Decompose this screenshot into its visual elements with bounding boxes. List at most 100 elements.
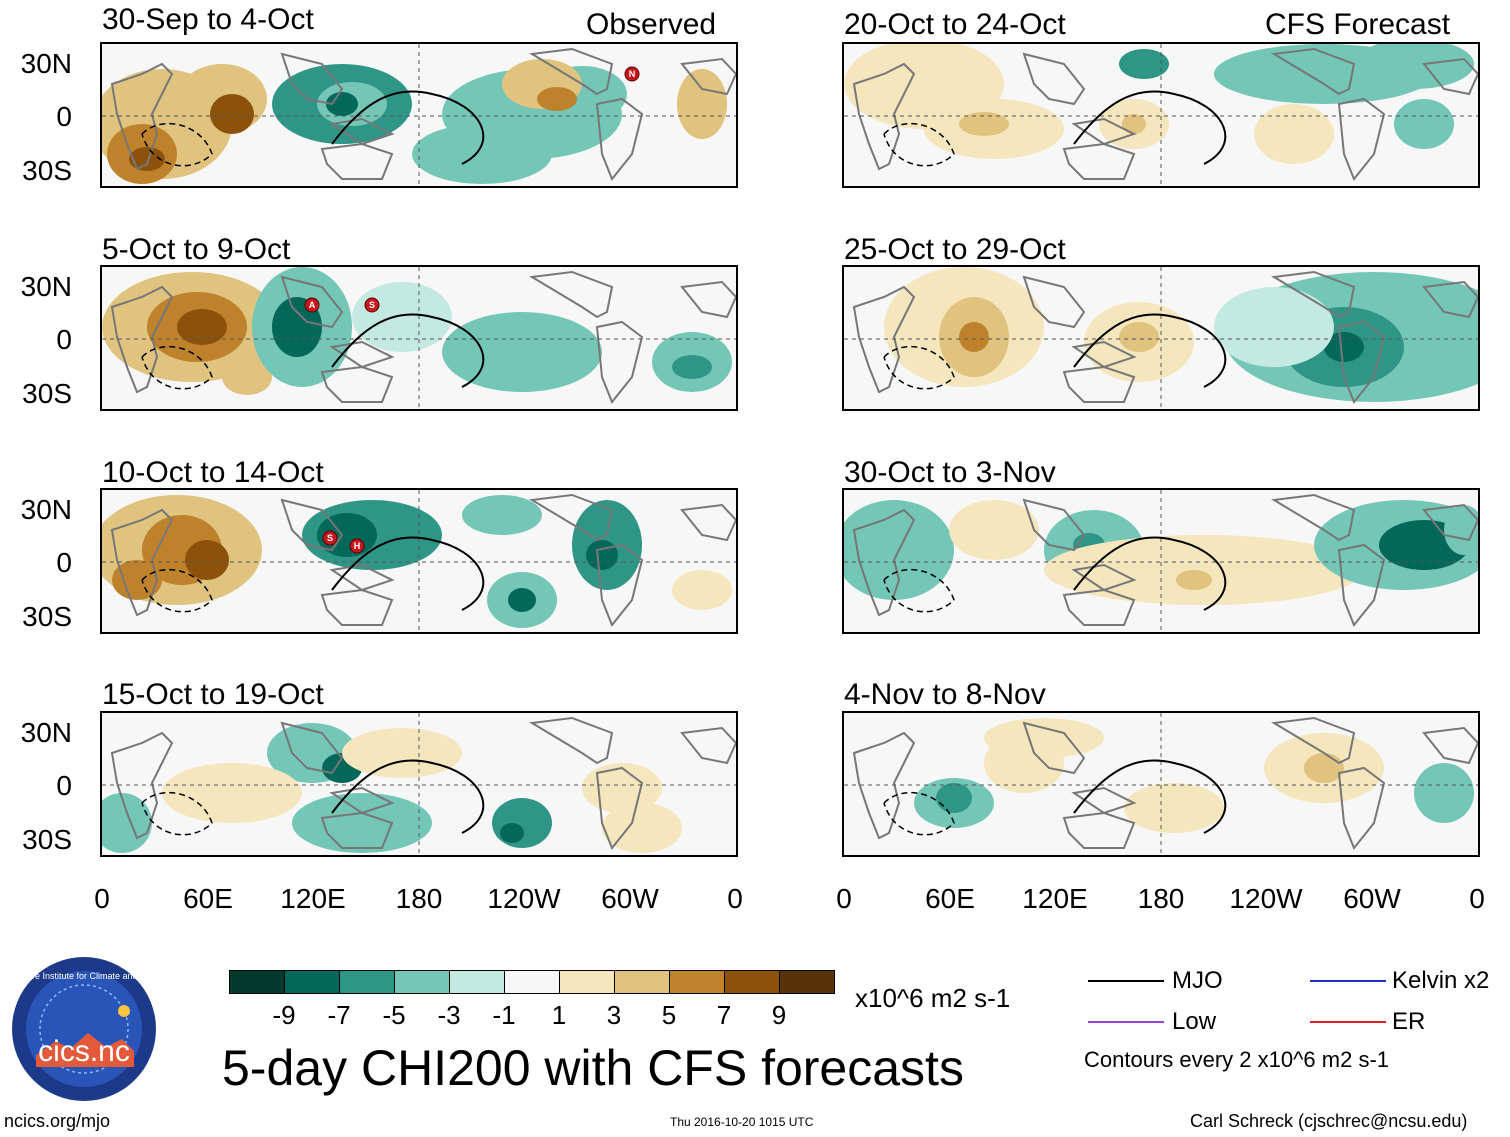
panel-label-obs-2: 5-Oct to 9-Oct	[102, 233, 291, 266]
anomaly-region	[162, 763, 302, 823]
storm-marker-letter: N	[629, 69, 636, 79]
coastline	[1022, 52, 1086, 106]
coastline	[1337, 766, 1386, 850]
map-panel-forecast-4	[842, 711, 1480, 857]
anomaly-region	[1444, 505, 1478, 555]
coastline	[680, 280, 736, 319]
cics-logo: cics.nc Cooperative Institute for Climat…	[0, 955, 177, 1103]
logo-text: cics.nc	[38, 1035, 130, 1068]
coastline	[852, 285, 916, 394]
anomaly-region	[342, 728, 462, 778]
lat-label-30s: 30S	[22, 378, 72, 409]
mjo-contour	[331, 536, 485, 611]
lat-label-30s: 30S	[22, 155, 72, 186]
panel-label-fcst-4: 4-Nov to 8-Nov	[844, 678, 1046, 711]
panel-label-obs-4: 15-Oct to 19-Oct	[102, 678, 324, 711]
mjo-contour	[331, 313, 485, 388]
coastline	[1422, 726, 1478, 765]
anomaly-region	[462, 495, 542, 535]
lon-label-left-60w: 60W	[601, 883, 659, 914]
lat-label-eq: 0	[56, 324, 72, 355]
anomaly-region	[1122, 114, 1146, 134]
coastline	[595, 766, 644, 850]
mjo-contour	[1073, 313, 1227, 388]
anomaly-region	[442, 312, 602, 392]
observed-label: Observed	[586, 8, 717, 41]
storm-marker: N	[624, 66, 640, 82]
coastline	[852, 62, 916, 171]
lon-label-left-60e: 60E	[183, 883, 233, 914]
anomaly-region	[177, 309, 227, 345]
map-field	[844, 44, 1478, 186]
lon-label-left-360: 0	[727, 883, 743, 914]
storm-marker-letter: H	[354, 541, 361, 551]
colorbar-units: x10^6 m2 s-1	[855, 983, 1011, 1013]
coastline	[1022, 498, 1086, 552]
coastline	[595, 543, 644, 627]
anomaly-region	[352, 282, 452, 352]
lon-label-right-60e: 60E	[925, 883, 975, 914]
colorbar-tick-label: -9	[272, 1000, 296, 1030]
anomaly-region	[222, 359, 272, 395]
coastline	[280, 498, 344, 552]
anomaly-region	[1414, 763, 1474, 823]
mjo-contour	[1073, 90, 1227, 165]
coastline	[110, 62, 174, 171]
map-field: SH	[102, 490, 736, 632]
coastline	[1062, 811, 1136, 849]
mjo-contour	[1073, 536, 1227, 611]
anomaly-region	[959, 322, 989, 352]
coastline	[595, 97, 644, 181]
colorbar-tick-label: 9	[771, 1000, 787, 1030]
anomaly-region	[210, 94, 254, 134]
legend-label-mjo: MJO	[1172, 967, 1223, 994]
lon-label-left-0: 0	[94, 883, 110, 914]
coastline	[110, 285, 174, 394]
anomaly-region	[292, 793, 432, 853]
footer-author: Carl Schreck (cjschrec@ncsu.edu)	[1190, 1111, 1468, 1131]
coastline	[320, 811, 394, 849]
storm-marker: A	[304, 297, 320, 313]
mjo-contour-negative	[141, 345, 213, 390]
lat-label-30s: 30S	[22, 824, 72, 855]
anomaly-region	[185, 540, 229, 580]
legend-line-mjo	[1088, 980, 1164, 982]
anomaly-region	[949, 500, 1039, 560]
mjo-contour-negative	[883, 122, 955, 167]
anomaly-region	[602, 803, 682, 853]
coastline	[852, 508, 916, 617]
lon-label-right-360: 0	[1469, 883, 1485, 914]
anomaly-region	[677, 69, 727, 139]
coastline	[1062, 365, 1136, 403]
anomaly-region	[326, 92, 358, 116]
mjo-contour	[331, 90, 485, 165]
map-field	[844, 490, 1478, 632]
coastline	[1337, 97, 1386, 181]
storm-marker-letter: S	[369, 300, 375, 310]
lat-label-30s: 30S	[22, 601, 72, 632]
coastline	[1062, 588, 1136, 626]
legend-contours-note: Contours every 2 x10^6 m2 s-1	[1084, 1047, 1390, 1072]
mjo-contour-negative	[141, 122, 213, 167]
anomaly-region	[672, 570, 732, 610]
panel-label-obs-3: 10-Oct to 14-Oct	[102, 456, 324, 489]
footer-url[interactable]: ncics.org/mjo	[4, 1111, 111, 1131]
colorbar-tick-label: 5	[661, 1000, 677, 1030]
anomaly-region	[129, 147, 165, 171]
coastline	[1337, 543, 1386, 627]
coastline	[529, 716, 614, 765]
coastline	[529, 493, 614, 542]
map-field	[844, 267, 1478, 409]
colorbar-swatch	[559, 970, 615, 994]
lon-label-right-60w: 60W	[1343, 883, 1401, 914]
panel-label-obs-1: 30-Sep to 4-Oct	[102, 3, 314, 36]
coastline	[680, 57, 736, 96]
lat-label-eq: 0	[56, 101, 72, 132]
colorbar-swatch	[669, 970, 725, 994]
anomaly-region	[1394, 99, 1454, 149]
anomaly-region	[1124, 783, 1224, 833]
legend-line-low	[1088, 1021, 1164, 1023]
logo-ring-text: Cooperative Institute for Climate and Sa…	[10, 971, 158, 981]
coastline	[280, 275, 344, 329]
